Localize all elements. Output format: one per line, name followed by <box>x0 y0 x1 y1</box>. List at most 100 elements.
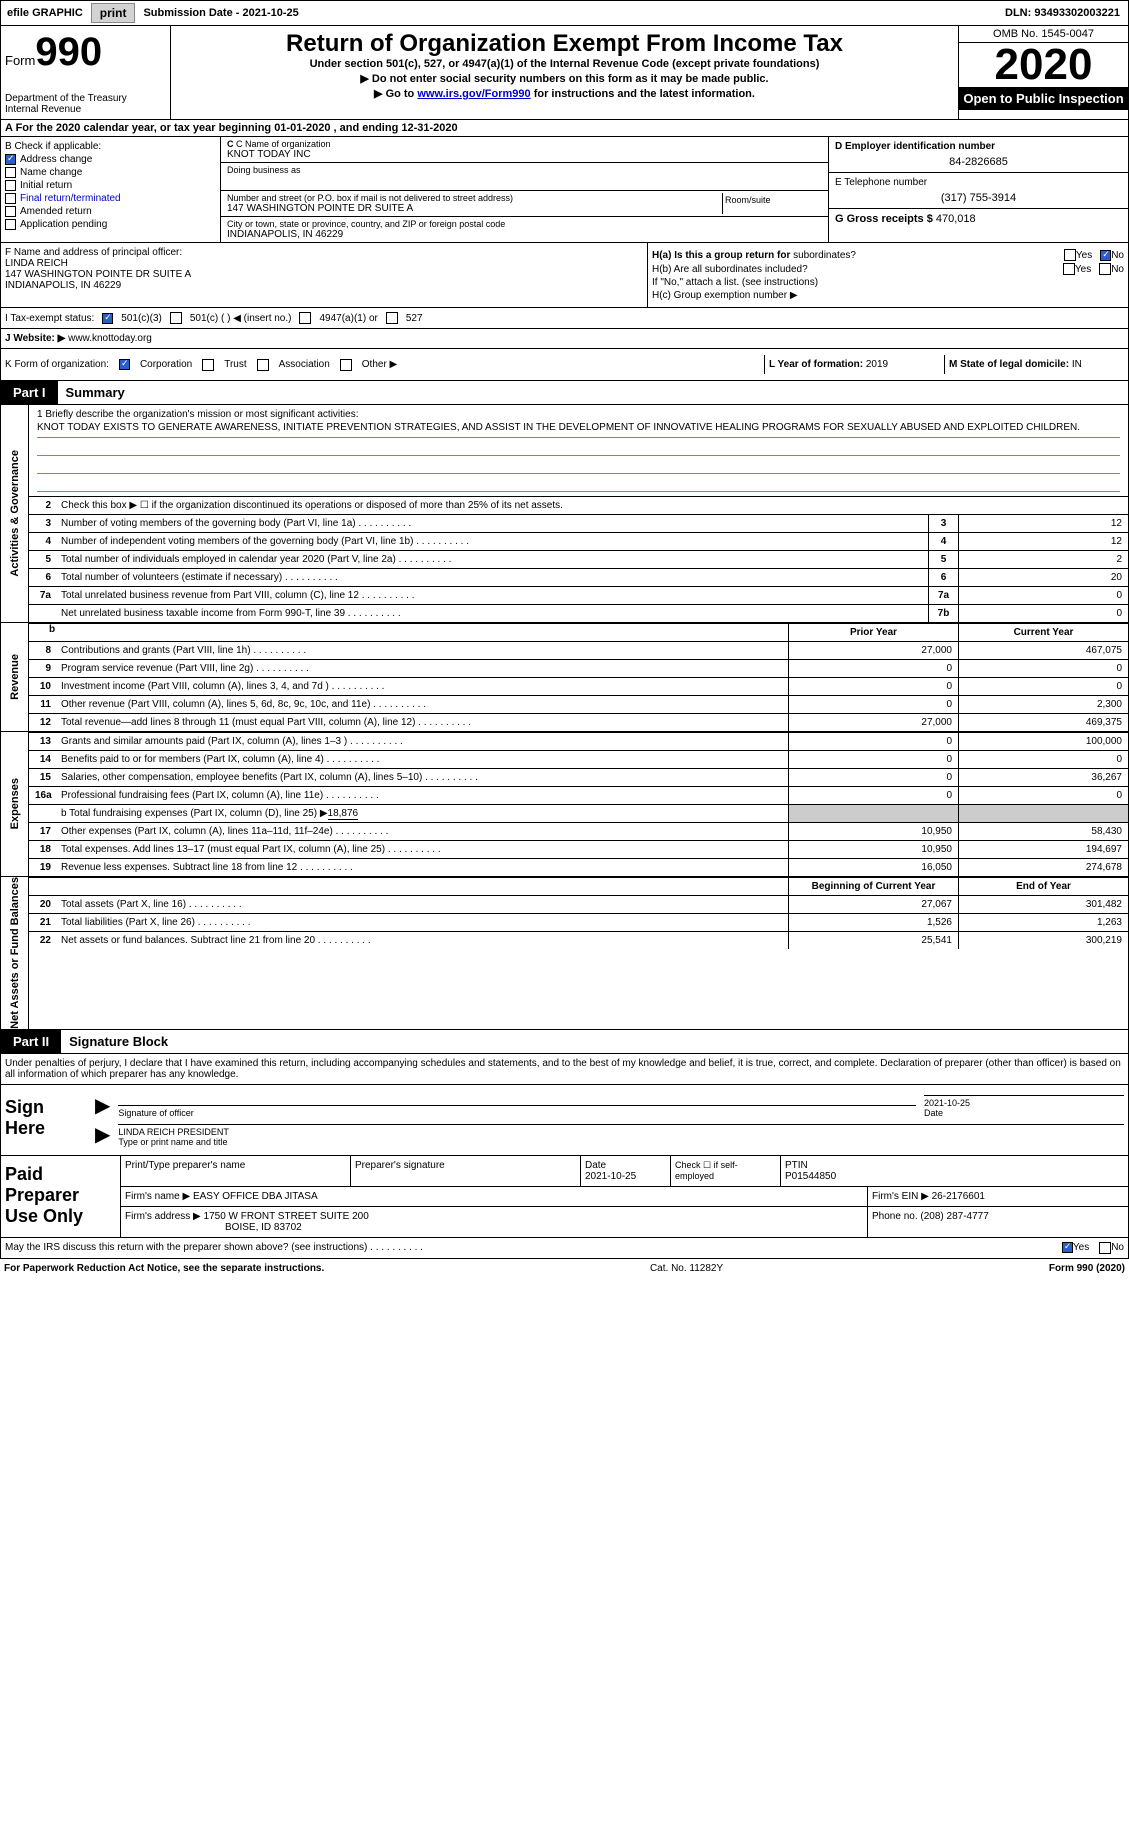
state-domicile: M State of legal domicile: IN <box>945 355 1124 374</box>
checkbox-hb-no[interactable] <box>1099 263 1111 275</box>
checkbox-final-return[interactable] <box>5 193 16 204</box>
part2-title: Signature Block <box>61 1030 176 1053</box>
table-row: 5Total number of individuals employed in… <box>29 550 1128 568</box>
checkbox-4947[interactable] <box>299 312 311 324</box>
sign-here-label: Sign Here <box>1 1085 91 1155</box>
table-row: 3Number of voting members of the governi… <box>29 514 1128 532</box>
row-a-tax-year: A For the 2020 calendar year, or tax yea… <box>0 120 1129 137</box>
table-row: Net unrelated business taxable income fr… <box>29 604 1128 622</box>
paid-preparer-block: Paid Preparer Use Only Print/Type prepar… <box>0 1156 1129 1238</box>
firm-ein: Firm's EIN ▶ 26-2176601 <box>868 1187 1128 1206</box>
part1-title: Summary <box>58 381 133 404</box>
checkbox-ha-no[interactable] <box>1100 250 1111 261</box>
officer-name: LINDA REICH <box>5 258 643 269</box>
hdr-beginning-year: Beginning of Current Year <box>788 878 958 895</box>
checkbox-application-pending[interactable] <box>5 219 16 230</box>
checkbox-amended-return[interactable] <box>5 206 16 217</box>
footer-left: For Paperwork Reduction Act Notice, see … <box>4 1263 324 1274</box>
hdr-end-year: End of Year <box>958 878 1128 895</box>
city-value: INDIANAPOLIS, IN 46229 <box>227 229 822 240</box>
part1-header: Part I Summary <box>0 381 1129 405</box>
dln: DLN: 93493302003221 <box>997 7 1128 19</box>
checkbox-name-change[interactable] <box>5 167 16 178</box>
header-line1: ▶ Do not enter social security numbers o… <box>175 72 954 85</box>
arrow-icon: ▶ <box>95 1122 110 1147</box>
checkbox-assoc[interactable] <box>257 359 269 371</box>
ptin: PTINP01544850 <box>781 1156 1128 1186</box>
dba-label: Doing business as <box>227 165 822 175</box>
irs-link[interactable]: www.irs.gov/Form990 <box>417 88 530 100</box>
table-row: 9Program service revenue (Part VIII, lin… <box>29 659 1128 677</box>
dept-label: Department of the Treasury Internal Reve… <box>5 93 166 115</box>
print-button[interactable]: print <box>91 3 136 23</box>
netassets-vlabel: Net Assets or Fund Balances <box>9 877 21 1029</box>
officer-addr1: 147 WASHINGTON POINTE DR SUITE A <box>5 269 643 280</box>
tax-year: 2020 <box>959 43 1128 87</box>
checkbox-trust[interactable] <box>202 359 214 371</box>
checkbox-discuss-no[interactable] <box>1099 1242 1111 1254</box>
firm-name: Firm's name ▶ EASY OFFICE DBA JITASA <box>121 1187 868 1206</box>
form-subtitle: Under section 501(c), 527, or 4947(a)(1)… <box>175 58 954 70</box>
checkbox-ha-yes[interactable] <box>1064 249 1076 261</box>
table-row: 12Total revenue—add lines 8 through 11 (… <box>29 713 1128 731</box>
checkbox-501c3[interactable] <box>102 313 113 324</box>
firm-phone: Phone no. (208) 287-4777 <box>868 1207 1128 1237</box>
expenses-vlabel: Expenses <box>9 778 21 829</box>
governance-section: Activities & Governance 1 Briefly descri… <box>0 405 1129 623</box>
netassets-section: Net Assets or Fund Balances Beginning of… <box>0 877 1129 1030</box>
checkbox-hb-yes[interactable] <box>1063 263 1075 275</box>
checkbox-address-change[interactable] <box>5 154 16 165</box>
part2-header: Part II Signature Block <box>0 1030 1129 1054</box>
signature-field: Signature of officer <box>118 1105 916 1118</box>
footer-right: Form 990 (2020) <box>1049 1263 1125 1274</box>
arrow-icon: ▶ <box>95 1093 110 1118</box>
ein-value: 84-2826685 <box>835 156 1122 168</box>
phone-value: (317) 755-3914 <box>835 192 1122 204</box>
header-right: OMB No. 1545-0047 2020 Open to Public In… <box>958 26 1128 119</box>
officer-name-field: LINDA REICH PRESIDENTType or print name … <box>118 1124 1124 1147</box>
table-row: 17Other expenses (Part IX, column (A), l… <box>29 822 1128 840</box>
box-b-label: B Check if applicable: <box>5 141 216 152</box>
box-d-e-g: D Employer identification number 84-2826… <box>828 137 1128 242</box>
checkbox-initial-return[interactable] <box>5 180 16 191</box>
expenses-section: Expenses 13Grants and similar amounts pa… <box>0 732 1129 877</box>
street-value: 147 WASHINGTON POINTE DR SUITE A <box>227 203 722 214</box>
header-left: Form990 Department of the Treasury Inter… <box>1 26 171 119</box>
fundraising-total: 18,876 <box>328 808 359 820</box>
box-b: B Check if applicable: Address change Na… <box>1 137 221 242</box>
footer-mid: Cat. No. 11282Y <box>324 1263 1049 1274</box>
city-label: City or town, state or province, country… <box>227 219 822 229</box>
checkbox-corp[interactable] <box>119 359 130 370</box>
table-row: 22Net assets or fund balances. Subtract … <box>29 931 1128 949</box>
checkbox-527[interactable] <box>386 312 398 324</box>
box-c: C C Name of organization KNOT TODAY INC … <box>221 137 828 242</box>
gross-label: G Gross receipts $ <box>835 213 933 225</box>
table-row: 7aTotal unrelated business revenue from … <box>29 586 1128 604</box>
part2-tag: Part II <box>1 1030 61 1053</box>
signature-intro: Under penalties of perjury, I declare th… <box>0 1054 1129 1085</box>
checkbox-other[interactable] <box>340 359 352 371</box>
header-line2: ▶ Go to www.irs.gov/Form990 for instruct… <box>175 87 954 100</box>
revenue-section: Revenue bPrior YearCurrent Year 8Contrib… <box>0 623 1129 732</box>
box-h: H(a) Is this a group return for subordin… <box>648 243 1128 307</box>
checkbox-501c[interactable] <box>170 312 182 324</box>
signature-date-field: 2021-10-25Date <box>924 1095 1124 1118</box>
officer-label: F Name and address of principal officer: <box>5 247 643 258</box>
firm-address: Firm's address ▶ 1750 W FRONT STREET SUI… <box>121 1207 868 1237</box>
preparer-date: Date2021-10-25 <box>581 1156 671 1186</box>
website-value: www.knottoday.org <box>68 333 152 344</box>
officer-addr2: INDIANAPOLIS, IN 46229 <box>5 280 643 291</box>
year-formation: L Year of formation: 2019 <box>765 355 945 374</box>
sign-here-block: Sign Here ▶ Signature of officer 2021-10… <box>0 1085 1129 1156</box>
org-name: KNOT TODAY INC <box>227 149 822 160</box>
preparer-sig-label: Preparer's signature <box>351 1156 581 1186</box>
checkbox-discuss-yes[interactable] <box>1062 1242 1073 1253</box>
discuss-row: May the IRS discuss this return with the… <box>0 1238 1129 1259</box>
preparer-name-label: Print/Type preparer's name <box>121 1156 351 1186</box>
box-f: F Name and address of principal officer:… <box>1 243 648 307</box>
table-row: 20Total assets (Part X, line 16)27,06730… <box>29 895 1128 913</box>
table-row: 11Other revenue (Part VIII, column (A), … <box>29 695 1128 713</box>
table-row: 10Investment income (Part VIII, column (… <box>29 677 1128 695</box>
form-word: Form <box>5 53 35 68</box>
open-public-badge: Open to Public Inspection <box>959 87 1128 110</box>
